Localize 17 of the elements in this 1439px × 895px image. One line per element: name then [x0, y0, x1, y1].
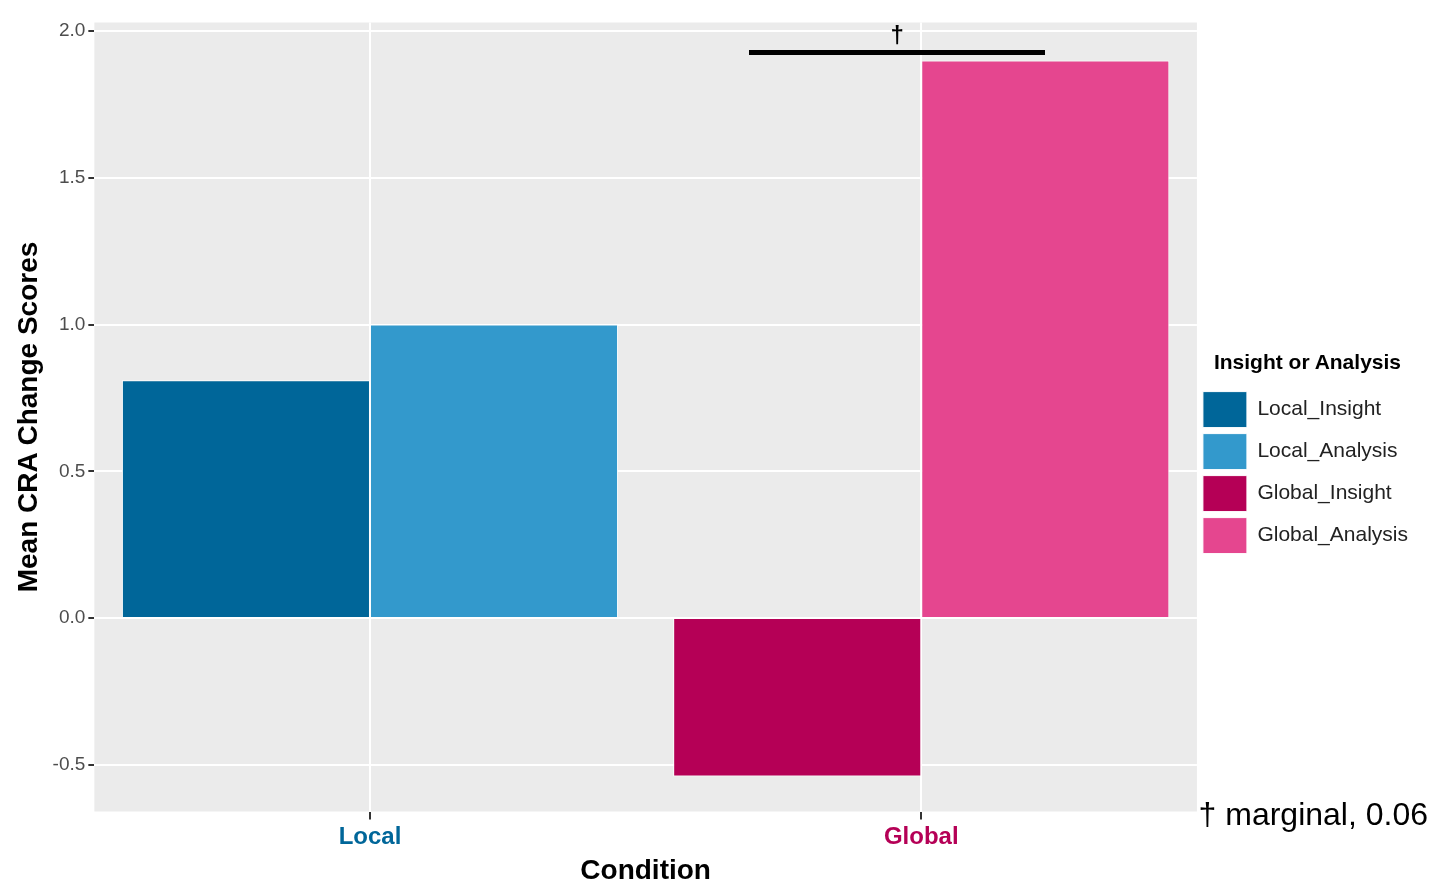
- y-tick-label: 1.0: [58, 312, 86, 334]
- y-tick-label: 1.5: [58, 166, 86, 188]
- x-tick-label: Global: [883, 821, 959, 849]
- text: † marginal, 0.06: [1198, 795, 1428, 833]
- x-tick-label: Local: [338, 821, 402, 849]
- legend-label: Global_Insight: [1257, 480, 1392, 505]
- x-axis-title: Condition: [580, 853, 711, 885]
- annotation: †: [889, 20, 905, 49]
- y-axis-title: Mean CRA Change Scores: [11, 241, 43, 593]
- legend-label: Local_Insight: [1257, 396, 1382, 421]
- legend-label: Global_Analysis: [1257, 522, 1409, 547]
- legend-label: Local_Analysis: [1257, 438, 1398, 463]
- legend-title: Insight or Analysis: [1213, 349, 1402, 373]
- y-tick-label: 2.0: [58, 19, 86, 41]
- y-tick-label: -0.5: [52, 752, 86, 774]
- y-tick-label: 0.5: [58, 459, 86, 481]
- y-tick-label: 0.0: [58, 606, 86, 628]
